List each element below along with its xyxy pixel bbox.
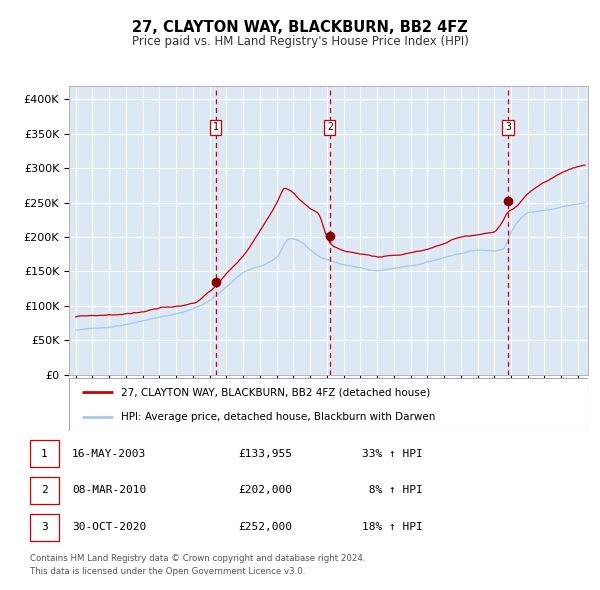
Text: £252,000: £252,000 [238,522,292,532]
Text: 2: 2 [327,123,333,133]
Text: 27, CLAYTON WAY, BLACKBURN, BB2 4FZ: 27, CLAYTON WAY, BLACKBURN, BB2 4FZ [132,20,468,35]
Text: This data is licensed under the Open Government Licence v3.0.: This data is licensed under the Open Gov… [29,566,305,576]
Text: 1: 1 [213,123,219,133]
Text: Contains HM Land Registry data © Crown copyright and database right 2024.: Contains HM Land Registry data © Crown c… [29,554,365,563]
Bar [29,440,59,467]
Text: 18% ↑ HPI: 18% ↑ HPI [362,522,423,532]
Text: 27, CLAYTON WAY, BLACKBURN, BB2 4FZ (detached house): 27, CLAYTON WAY, BLACKBURN, BB2 4FZ (det… [121,388,430,398]
Text: HPI: Average price, detached house, Blackburn with Darwen: HPI: Average price, detached house, Blac… [121,412,435,422]
Text: 08-MAR-2010: 08-MAR-2010 [72,486,146,496]
Text: 16-MAY-2003: 16-MAY-2003 [72,448,146,458]
Text: 3: 3 [41,522,47,532]
Text: 8% ↑ HPI: 8% ↑ HPI [362,486,423,496]
Text: 1: 1 [41,448,47,458]
Text: 3: 3 [505,123,511,133]
Bar [29,477,59,504]
Text: 33% ↑ HPI: 33% ↑ HPI [362,448,423,458]
Text: Price paid vs. HM Land Registry's House Price Index (HPI): Price paid vs. HM Land Registry's House … [131,35,469,48]
Text: 2: 2 [41,486,47,496]
Text: £133,955: £133,955 [238,448,292,458]
Text: 30-OCT-2020: 30-OCT-2020 [72,522,146,532]
Bar [29,514,59,540]
Text: £202,000: £202,000 [238,486,292,496]
